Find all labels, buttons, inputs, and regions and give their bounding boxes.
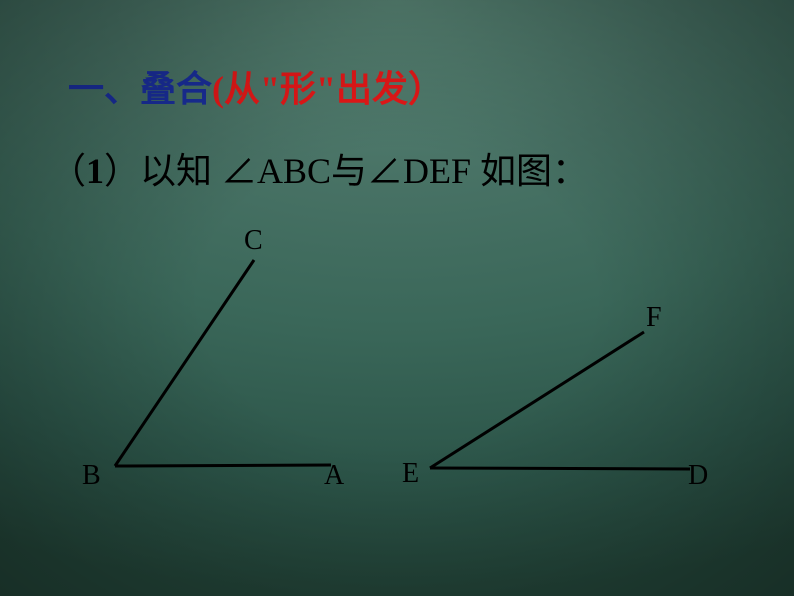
label-d: D <box>688 460 708 492</box>
ray-ed <box>430 468 690 469</box>
label-f: F <box>646 302 662 334</box>
ray-bc <box>115 260 254 466</box>
label-e: E <box>402 458 419 490</box>
label-a: A <box>324 460 344 492</box>
label-c: C <box>244 225 263 257</box>
angle-def <box>430 332 690 469</box>
ray-ef <box>430 332 644 468</box>
geometry-diagram <box>0 0 794 596</box>
label-b: B <box>82 460 101 492</box>
ray-ba <box>115 465 331 466</box>
angle-abc <box>115 260 331 466</box>
